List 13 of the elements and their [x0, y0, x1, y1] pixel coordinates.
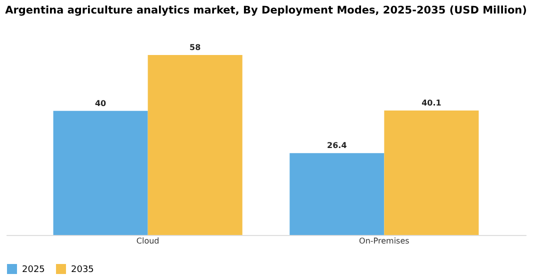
- x-tick-label: On-Premises: [359, 236, 410, 246]
- legend-label: 2025: [22, 265, 45, 275]
- chart-title: Argentina agriculture analytics market, By Deployment Modes, 2025-2035 (USD Million): [5, 4, 527, 16]
- data-label: 58: [190, 43, 202, 52]
- bar: [290, 153, 384, 235]
- x-tick-label: Cloud: [136, 236, 160, 246]
- data-label: 40: [94, 98, 107, 108]
- bar: [384, 110, 479, 235]
- data-label: 26.4: [327, 141, 348, 150]
- legend-label: 2035: [71, 265, 94, 275]
- data-label: 40.1: [422, 98, 442, 108]
- bar: [148, 55, 242, 235]
- bar: [53, 110, 148, 235]
